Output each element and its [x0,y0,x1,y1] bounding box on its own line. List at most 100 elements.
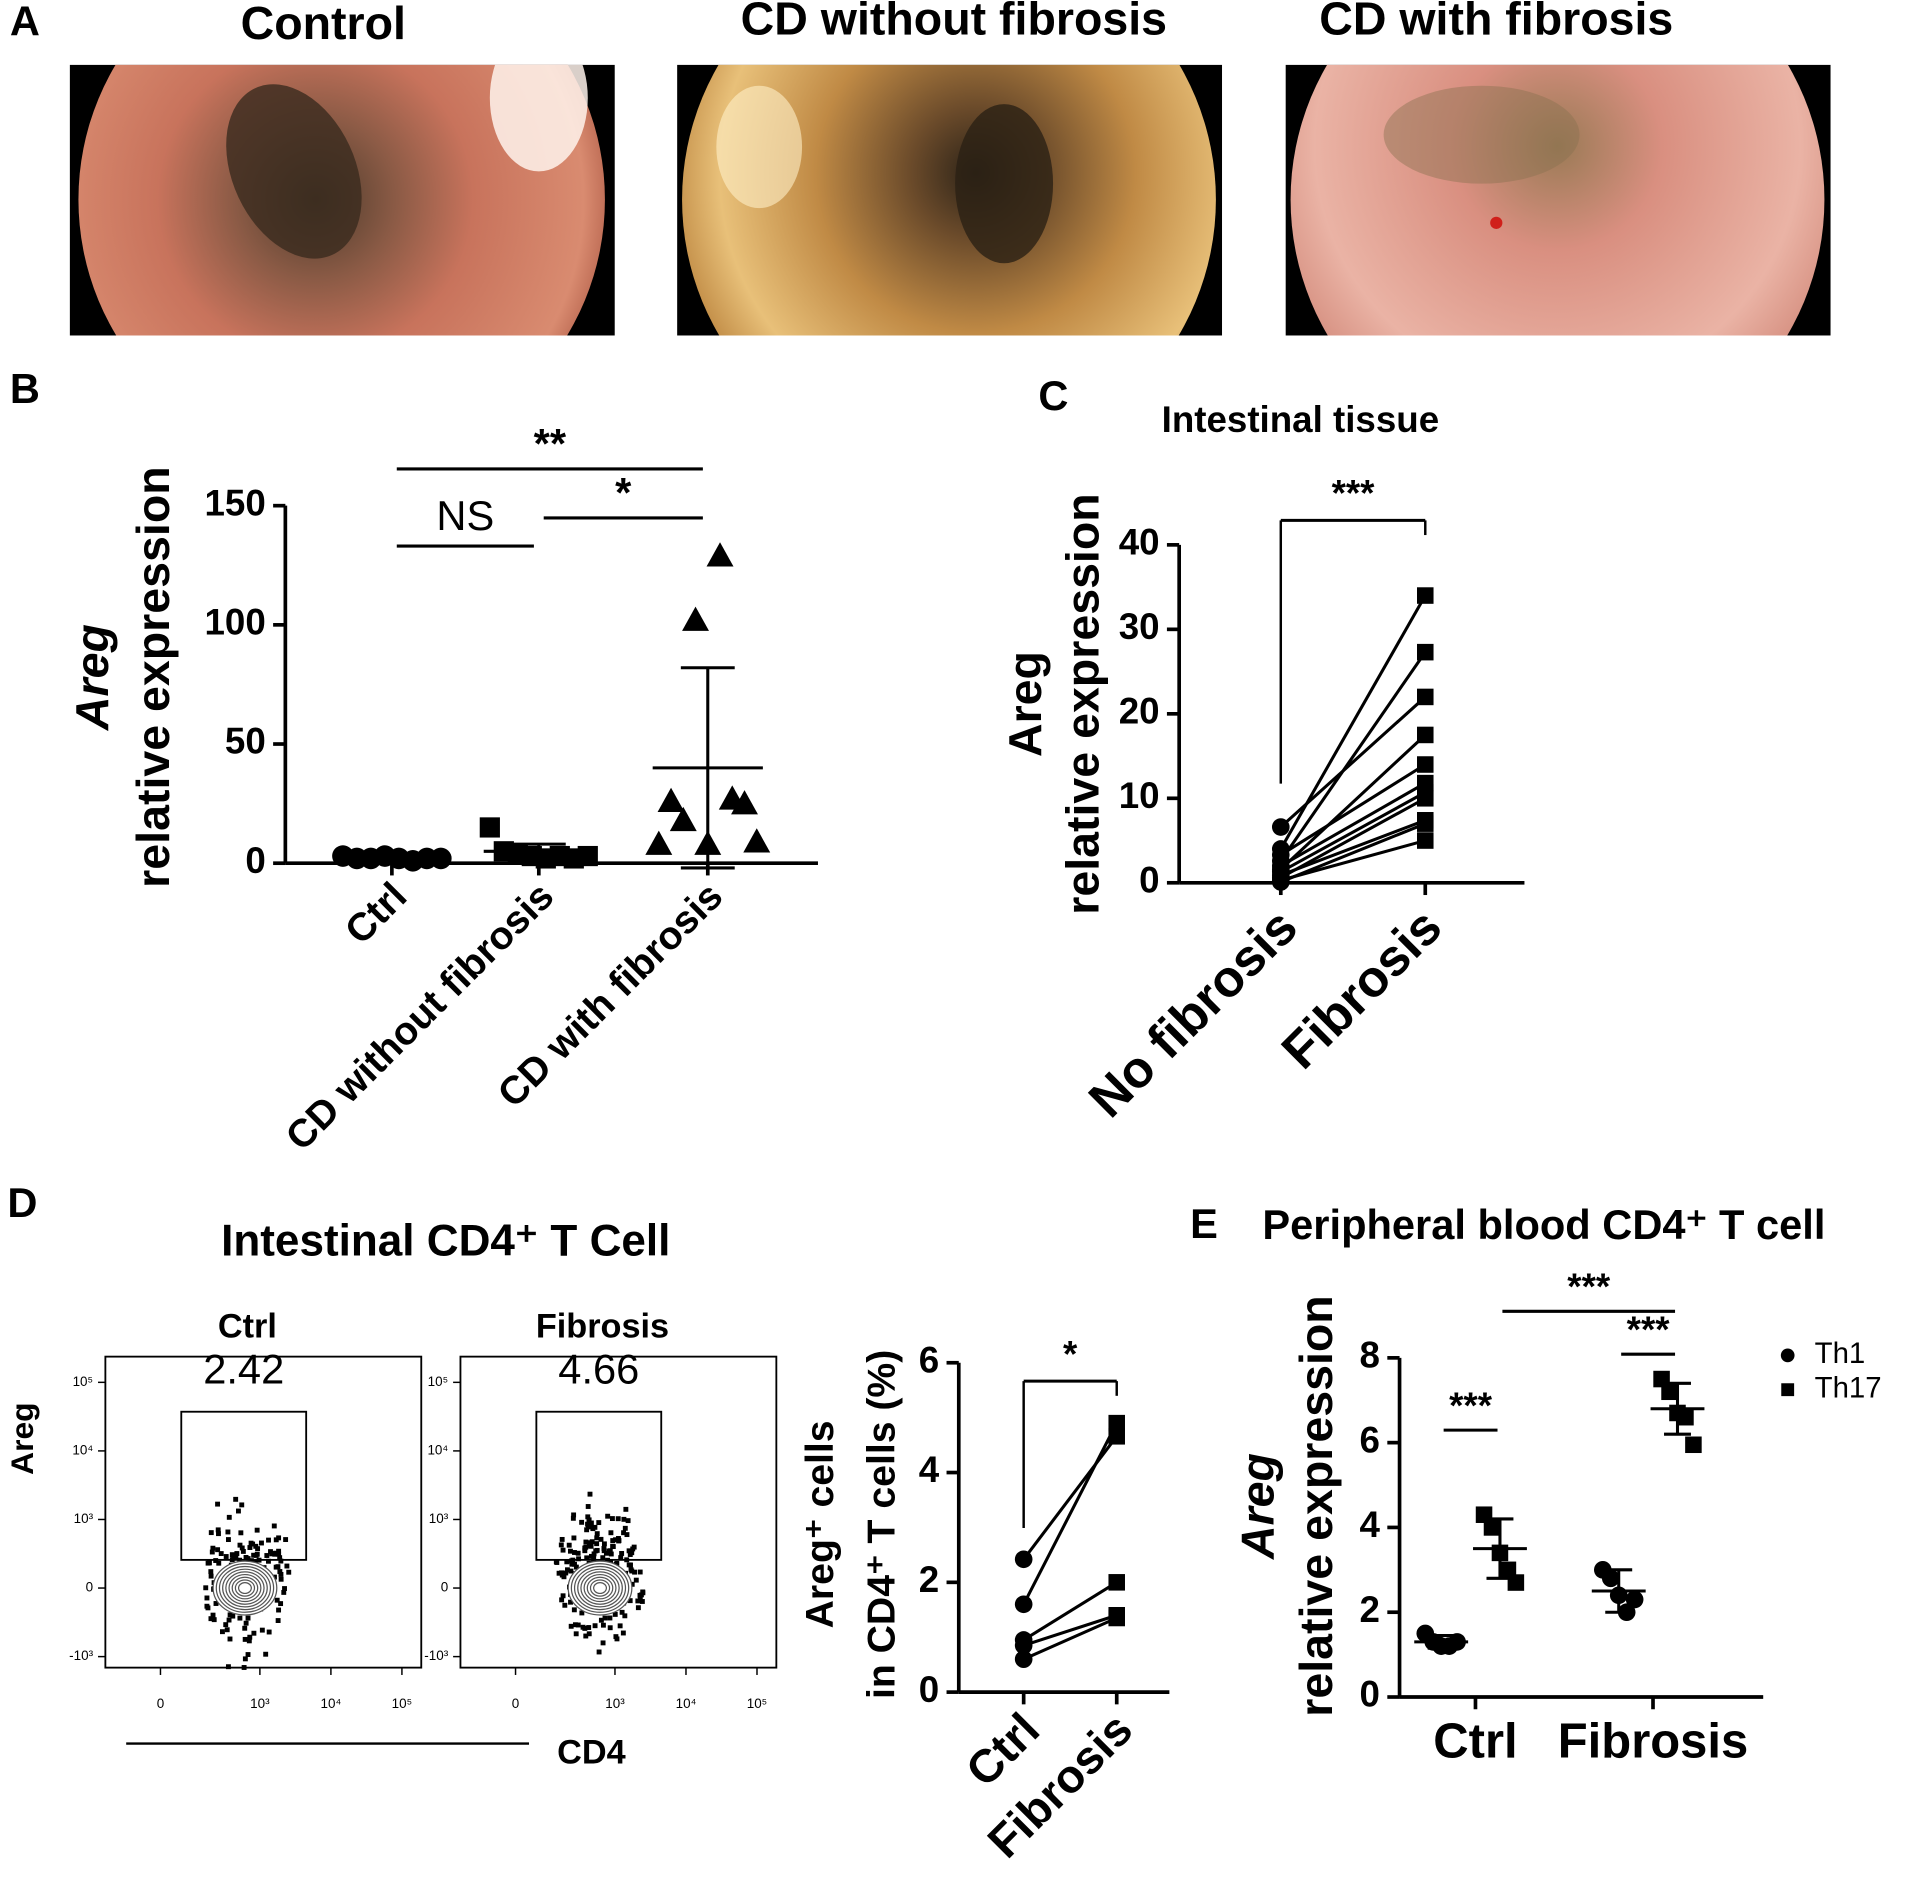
event-dot [283,1537,289,1543]
event-dot [562,1602,568,1608]
x-tick-label: 0 [157,1696,164,1711]
data-point [731,790,758,815]
event-dot [215,1501,221,1507]
y-tick-label: 10 [1119,775,1160,816]
density-contour [215,1563,275,1613]
event-dot [571,1535,577,1541]
event-dot [233,1555,239,1561]
significance-label: *** [1627,1309,1671,1350]
event-dot [587,1540,593,1546]
event-dot [594,1531,600,1537]
event-dot [263,1651,269,1657]
endoscopy-image [1285,64,1831,336]
data-point [1108,1414,1125,1432]
event-dot [237,1615,243,1621]
data-point [1625,1590,1644,1609]
event-dot [281,1589,287,1595]
density-contour [222,1568,268,1608]
data-point [1483,1519,1501,1536]
panel-label: E [1190,1200,1218,1247]
event-dot [596,1649,602,1655]
data-point [1108,1574,1125,1591]
event-dot [601,1548,607,1554]
event-dot [284,1563,290,1569]
event-dot [259,1627,265,1633]
legend-label: Th17 [1815,1371,1882,1404]
data-point [1507,1574,1525,1591]
x-tick-label: 10³ [250,1696,270,1711]
event-dot [616,1536,621,1541]
y-tick-label: 150 [205,482,266,523]
y-axis-label: Areg [1231,1453,1283,1560]
x-tick-label: 0 [512,1696,519,1711]
y-tick-label: 40 [1119,522,1160,563]
event-dot [616,1538,622,1544]
event-dot [583,1539,589,1545]
event-dot [286,1569,292,1575]
event-dot [635,1605,641,1611]
pair-line [1279,733,1427,871]
y-tick-label: 4 [919,1449,940,1490]
significance-label: * [615,469,632,516]
pair-line [1280,822,1426,884]
plot-title: Fibrosis [536,1308,669,1346]
event-dot [587,1491,593,1497]
event-dot [560,1593,566,1599]
event-dot [248,1540,254,1546]
event-dot [254,1527,260,1533]
event-dot [637,1596,643,1602]
event-dot [277,1569,283,1574]
data-point [1685,1436,1702,1454]
gate-percent: 4.66 [558,1346,639,1393]
event-dot [227,1636,233,1642]
event-dot [218,1551,224,1557]
event-dot [559,1597,565,1603]
endoscopy-image [677,64,1223,336]
data-point [1417,815,1434,832]
event-dot [640,1590,646,1596]
event-dot [247,1545,253,1550]
event-dot [608,1530,614,1536]
y-tick-label: -10³ [69,1648,93,1663]
event-dot [586,1631,592,1637]
x-tick-label: Fibrosis [1558,1715,1748,1769]
panel-label: A [10,0,40,44]
y-tick-label: 10⁵ [73,1374,94,1389]
event-dot [605,1557,610,1563]
y-axis-label: Areg [4,1402,40,1475]
data-point [1499,1561,1517,1579]
y-tick-label: 10⁴ [72,1442,93,1457]
event-dot [622,1525,628,1531]
event-dot [264,1553,270,1558]
event-dot [624,1532,630,1538]
data-point [1014,1650,1033,1668]
data-point [1014,1595,1033,1614]
significance-label: ** [534,420,567,467]
event-dot [559,1570,564,1576]
legend-marker [1781,1383,1795,1397]
data-point [1677,1408,1694,1426]
event-dot [598,1536,604,1542]
data-point [645,830,673,855]
event-dot [586,1625,592,1630]
event-dot [216,1531,221,1537]
event-dot [225,1664,231,1670]
event-dot [565,1567,570,1573]
data-point [1014,1636,1033,1655]
event-dot [215,1527,221,1533]
event-dot [256,1557,262,1563]
density-contour [573,1565,627,1611]
event-dot [247,1634,253,1640]
y-axis-label: relative expression [1056,493,1108,914]
event-dot [631,1544,637,1550]
event-dot [226,1617,232,1623]
event-dot [558,1542,564,1548]
density-contour [577,1568,623,1608]
event-dot [245,1556,251,1561]
event-dot [617,1623,623,1629]
event-dot [211,1617,217,1623]
data-point [743,828,771,853]
event-dot [278,1558,284,1564]
event-dot [246,1638,252,1644]
y-tick-label: 0 [245,840,265,881]
